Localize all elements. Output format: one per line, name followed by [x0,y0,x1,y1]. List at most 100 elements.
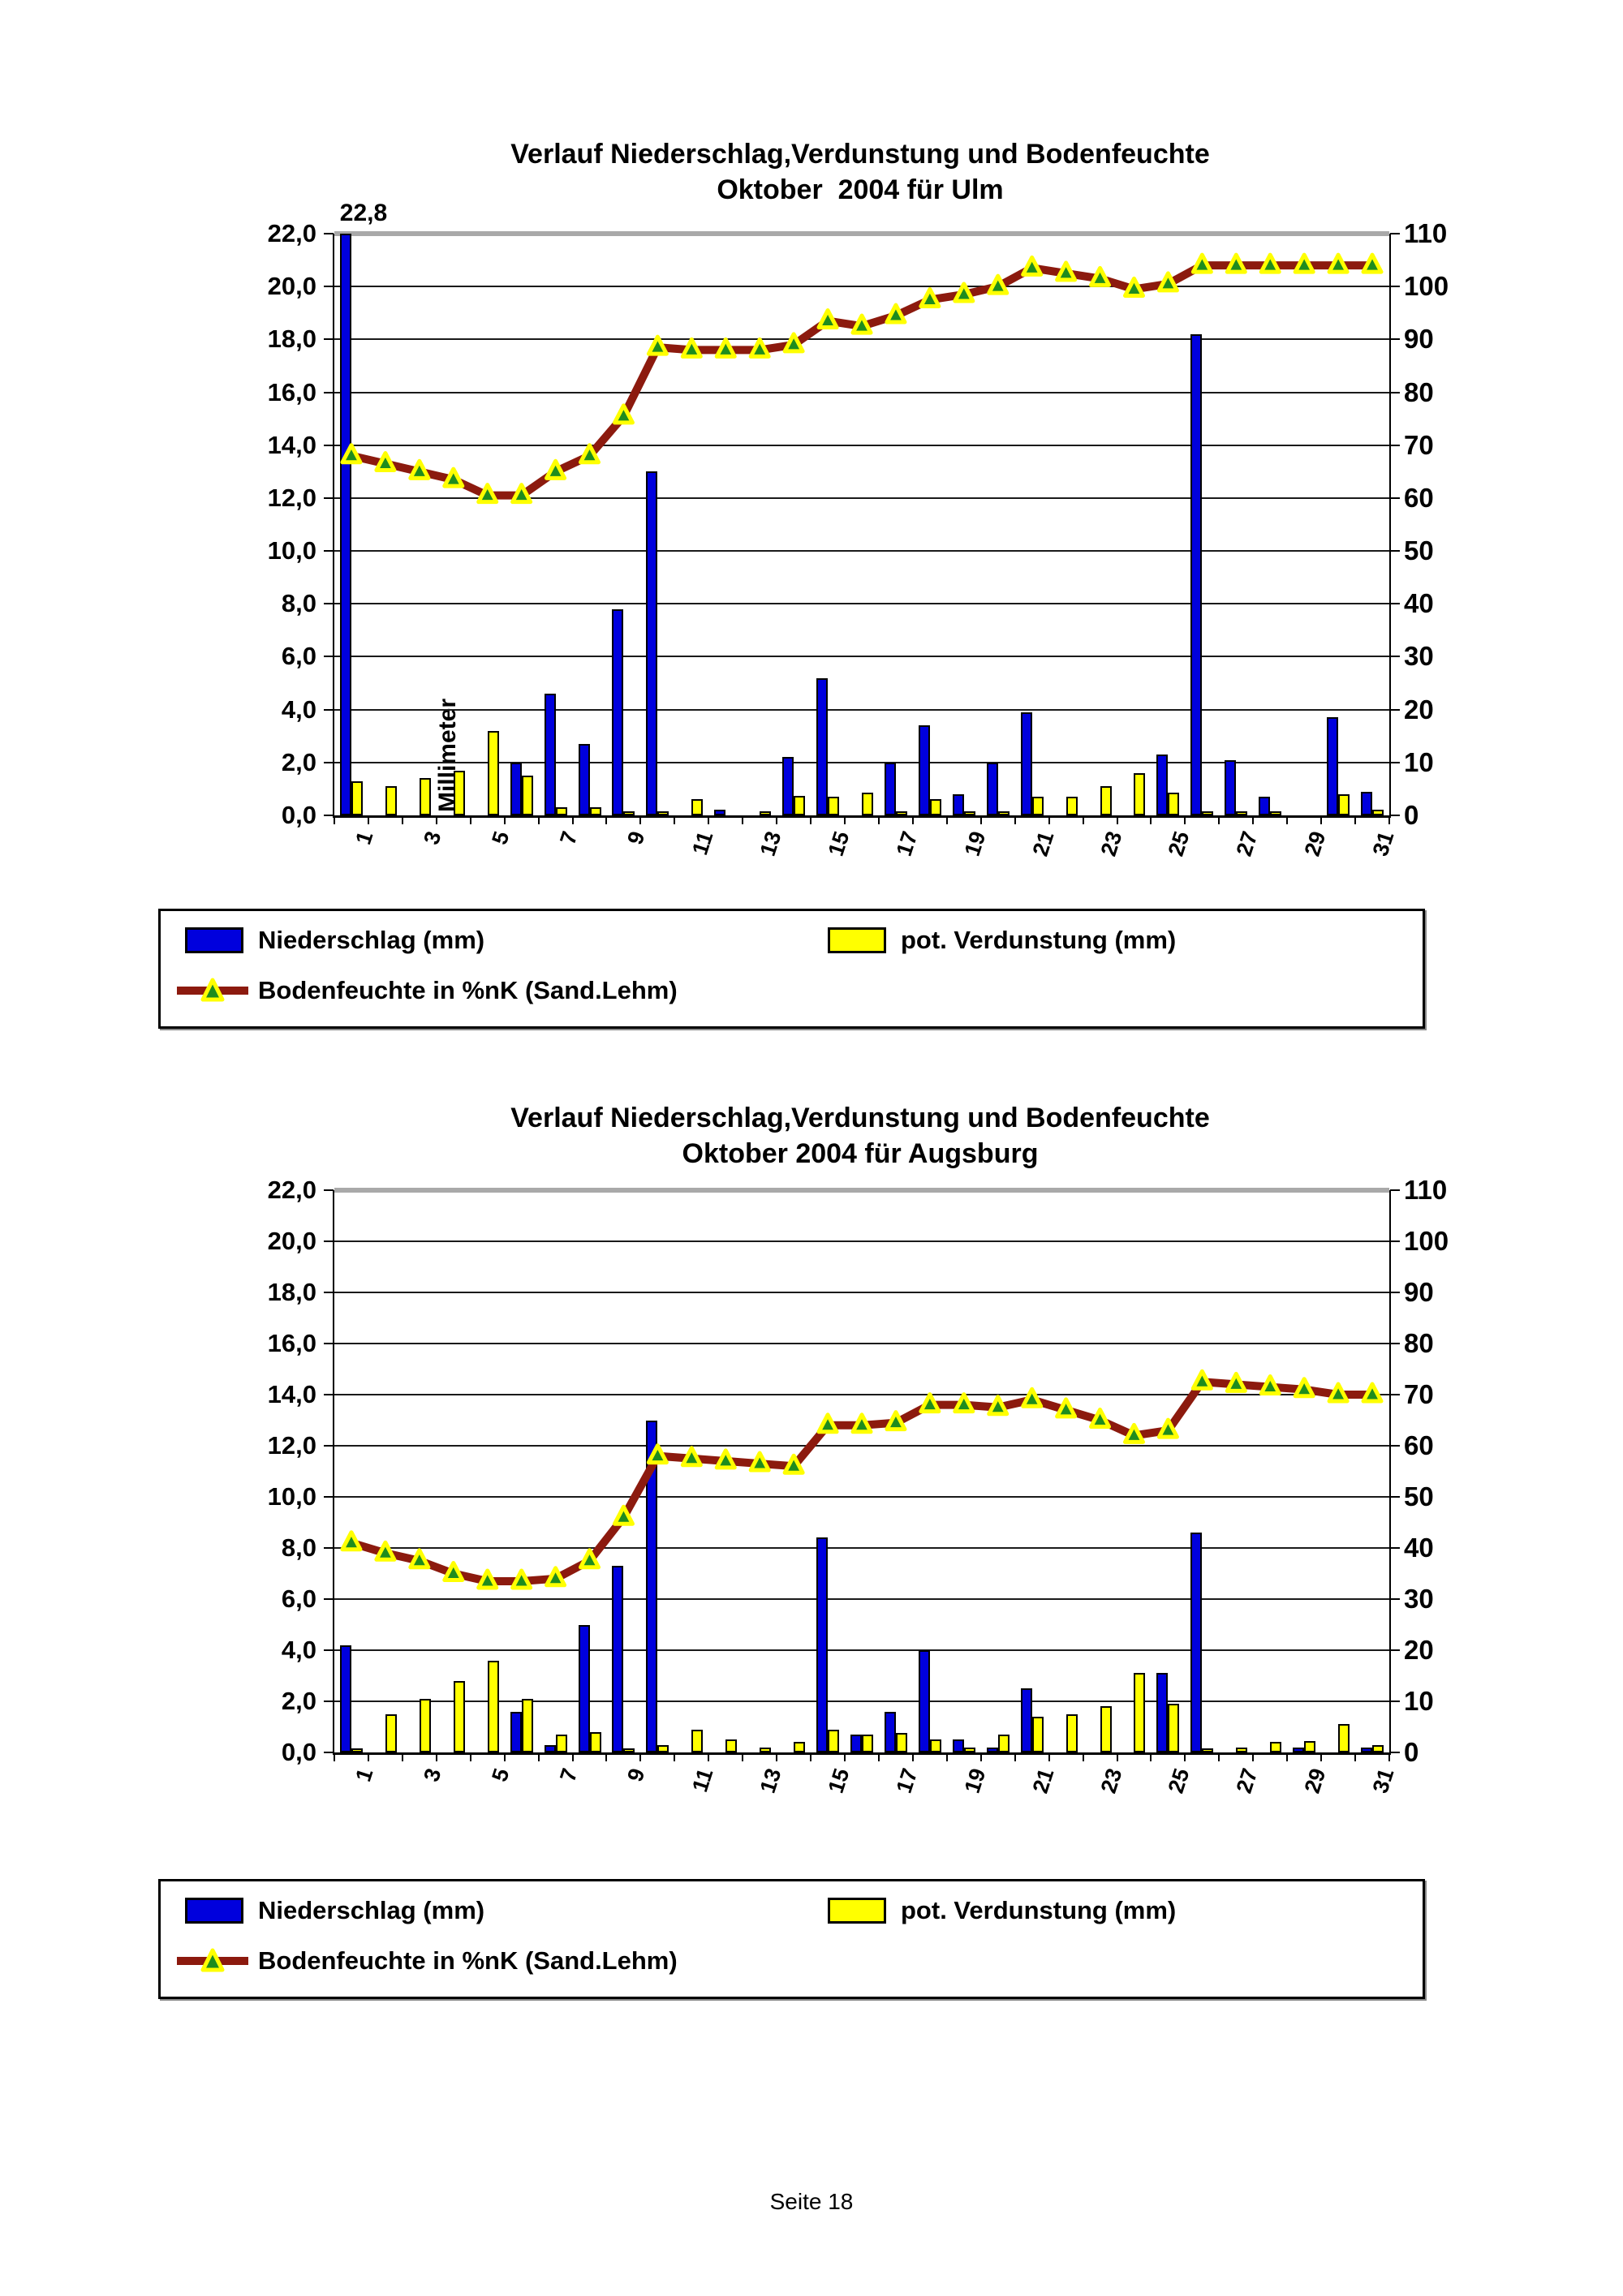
line-marker-triangle [850,313,873,335]
bodenfeuchte-line [340,252,1384,505]
y-axis-label-right: 50 [1404,1481,1434,1511]
line-marker-triangle [1327,252,1350,274]
x-axis-tick [979,815,982,824]
y-axis-tick-right [1390,603,1400,605]
legend-label-verdunstung: pot. Verdunstung (mm) [901,1896,1177,1924]
line-marker-triangle [1190,252,1213,274]
y-axis-label-left: 16,0 [267,1329,316,1357]
x-axis-tick [1388,1752,1390,1761]
line-marker-triangle [1293,252,1315,274]
y-axis-tick-left [324,761,334,763]
chart-title: Verlauf Niederschlag,Verdunstung und Bod… [333,1100,1388,1172]
bar-verdunstung [453,1680,465,1752]
bar-verdunstung [862,1734,873,1752]
bar-verdunstung [487,1660,499,1752]
x-axis-label: 27 [1231,1765,1263,1796]
line-marker-triangle [1156,271,1179,293]
y-axis-label-right: 20 [1404,694,1434,724]
y-axis-tick-left [324,603,334,605]
y-axis-tick-left [324,656,334,658]
x-axis-label: 17 [891,1765,923,1796]
line-marker-triangle [1259,1374,1281,1396]
line-marker-triangle [1021,1387,1044,1408]
line-marker-triangle [476,1568,499,1590]
bar-niederschlag [1361,1747,1373,1752]
bar-niederschlag [1020,712,1032,815]
bar-niederschlag [816,677,829,815]
y-axis-tick-left [324,1292,334,1293]
y-axis-tick-right [1390,1394,1400,1395]
y-axis-label-left: 10,0 [267,1482,316,1511]
bar-verdunstung [385,1713,397,1752]
gridline [334,286,1389,288]
legend-label-niederschlag: Niederschlag (mm) [258,1896,485,1924]
x-axis-tick [1150,1752,1152,1761]
x-axis-tick [503,815,506,824]
line-marker-triangle [1293,1377,1315,1399]
bar-niederschlag [646,471,658,815]
y-axis-tick-right [1390,1598,1400,1600]
x-axis-tick [1082,1752,1084,1761]
x-axis-label: 1 [351,1765,378,1785]
bar-verdunstung [963,811,975,815]
y-axis-tick-left [324,1598,334,1600]
y-axis-label-left: 20,0 [267,272,316,301]
y-axis-label-right: 110 [1404,218,1448,248]
line-marker-triangle [850,1412,873,1434]
bar-verdunstung [521,1698,533,1752]
bar-niederschlag [952,1739,964,1752]
bar-verdunstung [895,811,907,815]
chart-title-line2: Oktober 2004 für Augsburg [682,1138,1039,1169]
bar-verdunstung [828,797,840,815]
y-axis-label-left: 12,0 [267,1431,316,1460]
y-axis-tick-right [1390,444,1400,446]
y-axis-label-left: 20,0 [267,1227,316,1255]
x-axis-tick [537,815,540,824]
bar-verdunstung [351,1748,363,1752]
bar-verdunstung [1236,811,1248,815]
y-axis-tick-left [324,550,334,553]
bar-verdunstung [1065,1713,1078,1752]
y-axis-tick-left [324,1394,334,1395]
x-axis-label: 25 [1164,1765,1195,1796]
bar-verdunstung [1168,1704,1180,1752]
y-axis-tick-left [324,1496,334,1498]
y-axis-tick-left [324,1445,334,1447]
bar-verdunstung [1304,1740,1316,1752]
page-number: Seite 18 [769,2189,854,2214]
x-axis-tick [1184,1752,1186,1761]
bar-verdunstung [521,776,533,815]
gridline [334,656,1389,658]
y-axis-label-right: 80 [1404,376,1434,407]
x-axis-tick [1048,1752,1050,1761]
line-marker-triangle [748,337,771,359]
bar-verdunstung [725,1739,738,1752]
bar-verdunstung [351,780,363,815]
bar-niederschlag [1259,797,1271,815]
x-axis-tick [1252,815,1255,824]
line-marker-triangle [1259,252,1281,274]
x-axis-tick [1354,815,1357,824]
bar-verdunstung [691,1729,704,1752]
y-axis-tick-left [324,497,334,499]
verdunstung-swatch-icon [828,927,886,953]
line-marker-triangle [408,458,431,480]
plot-area: Millimeter %nutzbare Kapazität 22,020,01… [268,200,1449,859]
legend: Niederschlag (mm) pot. Verdunstung (mm) … [158,1879,1425,1999]
bar-verdunstung [1202,1748,1214,1752]
x-axis-tick [776,815,778,824]
line-marker-triangle [1122,276,1145,298]
x-axis-tick [1048,815,1050,824]
line-marker-triangle [1327,1382,1350,1404]
x-axis-tick [469,1752,471,1761]
x-axis-label: 9 [622,1765,650,1785]
bar-niederschlag [1327,717,1339,815]
legend-label-verdunstung: pot. Verdunstung (mm) [901,926,1177,954]
bar-niederschlag [612,1566,624,1752]
bodenfeuchte-marker-icon [175,976,250,1005]
y-axis-tick-right [1390,1701,1400,1702]
y-axis-label-right: 40 [1404,1533,1434,1563]
y-axis-label-right: 90 [1404,324,1434,355]
y-axis-tick-right [1390,286,1400,288]
bar-niederschlag [884,762,896,815]
